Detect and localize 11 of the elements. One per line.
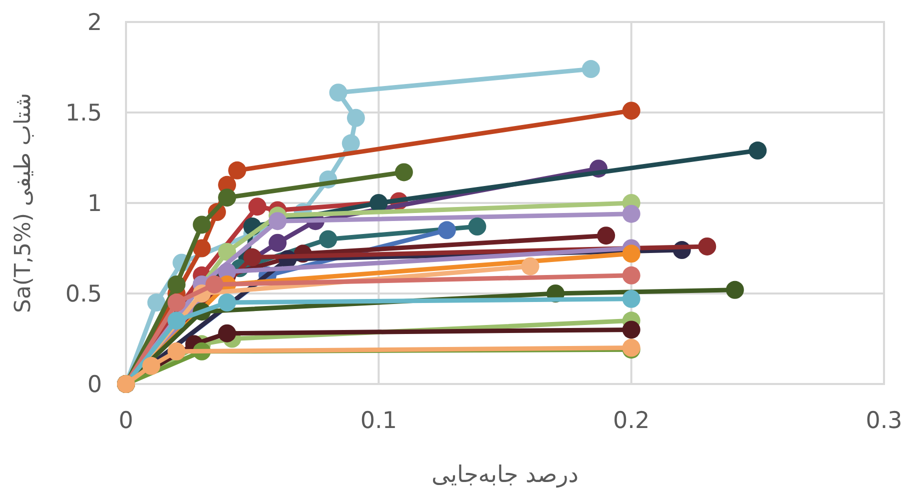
y-tick-label: 1 <box>87 191 102 217</box>
y-tick-label: 1.5 <box>65 100 102 126</box>
x-tick-label: 0 <box>118 408 134 434</box>
x-axis-title: درصد جابه‌جایی <box>431 462 579 488</box>
x-tick-label: 0.1 <box>360 408 397 434</box>
y-axis-title: Sa(T,5%) شتاب طیفی <box>11 92 36 314</box>
y-tick-label: 2 <box>87 10 102 36</box>
x-tick-label: 0.3 <box>866 408 902 434</box>
x-tick-label: 0.2 <box>613 408 650 434</box>
y-tick-label: 0.5 <box>65 282 102 308</box>
y-tick-label: 0 <box>87 372 102 398</box>
